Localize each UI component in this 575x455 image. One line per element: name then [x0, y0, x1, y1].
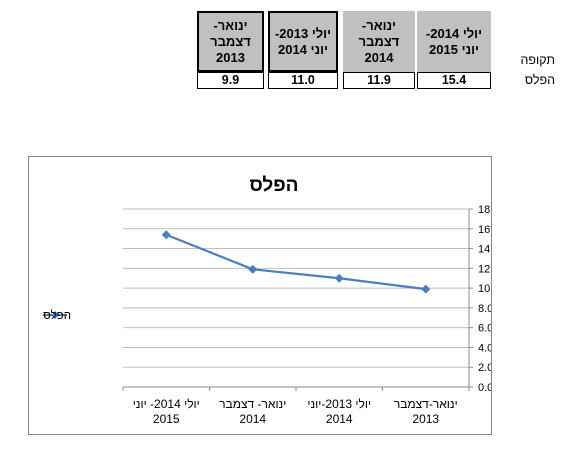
- chart-title: הפלס: [250, 175, 299, 196]
- data-point: [421, 284, 431, 294]
- y-tick-label: 18.0: [478, 204, 491, 216]
- table-value-cell: 11.9: [343, 72, 415, 89]
- row-label-loss: הפלס: [524, 73, 555, 87]
- y-tick-label: 8.0: [478, 303, 491, 315]
- table-value-cell: 9.9: [197, 72, 264, 89]
- table-value-cell: 15.4: [417, 72, 491, 89]
- header-period-2013: ינואר- דצמבר 2013: [210, 17, 251, 65]
- table-header-cell: ינואר- דצמבר 2014: [343, 11, 415, 72]
- legend-marker: [51, 311, 59, 319]
- legend-label: הפלס: [43, 309, 71, 322]
- period-table: ינואר- דצמבר 2013 יולי 2013- יוני 2014 י…: [195, 11, 491, 89]
- y-tick-label: 16.0: [478, 224, 491, 236]
- y-tick-label: 0.0: [478, 382, 491, 394]
- y-tick-label: 4.0: [478, 342, 491, 354]
- table-value-cell: 11.0: [268, 72, 338, 89]
- header-period-2013-2014: יולי 2013- יוני 2014: [274, 25, 332, 57]
- y-tick-label: 10.0: [478, 283, 491, 295]
- legend: הפלס: [43, 309, 71, 322]
- x-tick-label: ינואר-דצמבר 2013: [394, 397, 458, 426]
- x-tick-label: יולי 2014- יוני 2015: [133, 397, 200, 426]
- table-header-cell: ינואר- דצמבר 2013: [197, 11, 264, 72]
- data-point: [161, 230, 171, 240]
- x-tick-label: ינואר- דצמבר 2014: [219, 397, 286, 426]
- table-header-cell: יולי 2013- יוני 2014: [268, 11, 338, 72]
- y-tick-label: 14.0: [478, 244, 491, 256]
- data-point: [334, 273, 344, 283]
- x-tick-label: יולי 2013-יוני 2014: [307, 397, 371, 426]
- y-tick-label: 12.0: [478, 263, 491, 275]
- row-label-period: תקופה: [520, 53, 555, 67]
- y-tick-label: 6.0: [478, 323, 491, 335]
- table-header-cell: יולי 2014- יוני 2015: [417, 11, 491, 72]
- series-line: [165, 233, 426, 291]
- y-tick-label: 2.0: [478, 362, 491, 374]
- chart-area: הפלס 0.0 2.0 4.0 6.0 8.0 10.0 12.0 14.0 16.0 18.0…: [28, 156, 499, 435]
- header-period-2014: ינואר- דצמבר 2014: [358, 17, 400, 65]
- line-chart: הפלס 0.0 2.0 4.0 6.0 8.0 10.0 12.0 14.0 16.0 18.0…: [43, 175, 499, 426]
- data-point: [248, 264, 258, 274]
- header-period-2014-2015: יולי 2014- יוני 2015: [425, 25, 483, 57]
